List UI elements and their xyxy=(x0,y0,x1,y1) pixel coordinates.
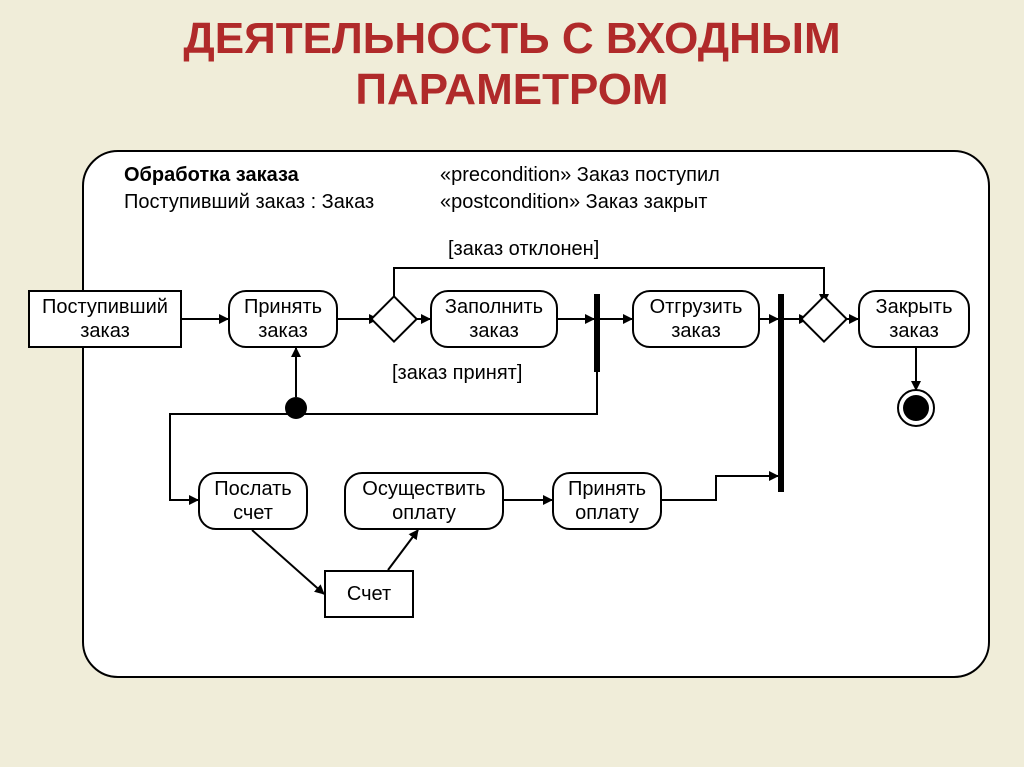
title-line2: ПАРАМЕТРОМ xyxy=(355,65,668,114)
node-accept: Принятьзаказ xyxy=(228,290,338,348)
activity-name: Обработка заказа xyxy=(124,164,299,186)
activity-param: Поступивший заказ : Заказ xyxy=(124,191,374,213)
node-invoice: Счет xyxy=(324,570,414,618)
title-line1: ДЕЯТЕЛЬНОСТЬ С ВХОДНЫМ xyxy=(183,14,840,63)
node-close: Закрытьзаказ xyxy=(858,290,970,348)
slide: ДЕЯТЕЛЬНОСТЬ С ВХОДНЫМ ПАРАМЕТРОМ Обрабо… xyxy=(0,0,1024,767)
precondition-text: «precondition» Заказ поступил xyxy=(440,164,720,186)
node-accept-payment: Принятьоплату xyxy=(552,472,662,530)
node-fill: Заполнитьзаказ xyxy=(430,290,558,348)
node-make-payment: Осуществитьоплату xyxy=(344,472,504,530)
node-incoming: Поступившийзаказ xyxy=(28,290,182,348)
postcondition-text: «postcondition» Заказ закрыт xyxy=(440,191,707,213)
guard-accepted: [заказ принят] xyxy=(392,362,522,385)
node-send-invoice: Послатьсчет xyxy=(198,472,308,530)
guard-rejected: [заказ отклонен] xyxy=(448,238,599,261)
node-ship: Отгрузитьзаказ xyxy=(632,290,760,348)
activity-frame xyxy=(82,150,990,678)
header-left: Обработка заказа Поступивший заказ : Зак… xyxy=(124,162,374,216)
slide-title: ДЕЯТЕЛЬНОСТЬ С ВХОДНЫМ ПАРАМЕТРОМ xyxy=(0,0,1024,115)
header-right: «precondition» Заказ поступил «postcondi… xyxy=(440,162,720,216)
